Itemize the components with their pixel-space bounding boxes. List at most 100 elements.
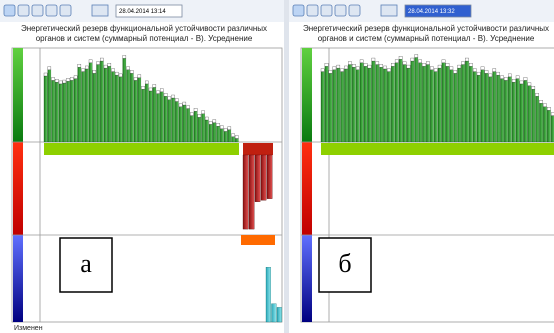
bar-cap <box>500 75 504 79</box>
divider <box>284 0 289 333</box>
bar-cap <box>100 57 104 62</box>
bar <box>320 71 325 143</box>
bar-cap <box>126 66 130 70</box>
bar-cap <box>355 66 360 70</box>
bar-cap <box>379 64 383 68</box>
bar-cap <box>523 77 528 81</box>
tool-button[interactable] <box>45 4 58 17</box>
bar-cap <box>137 74 142 78</box>
axis-red <box>13 142 23 235</box>
bar-cap <box>461 61 465 65</box>
bar-cap <box>418 59 422 63</box>
bar <box>193 111 198 143</box>
bar-cap <box>508 73 512 78</box>
bar <box>441 62 446 143</box>
bar-cap <box>227 126 232 130</box>
bar <box>141 89 145 143</box>
axis-green <box>13 48 23 142</box>
tool-button[interactable] <box>334 4 347 17</box>
tool-button[interactable] <box>348 4 361 17</box>
bar-cap <box>178 103 183 107</box>
axis-blue <box>13 235 23 322</box>
bar <box>496 74 500 143</box>
bar-cap <box>186 105 190 109</box>
bar <box>453 73 458 143</box>
bar <box>508 76 512 143</box>
chart-button[interactable] <box>91 4 109 17</box>
bar <box>201 113 205 143</box>
bar <box>122 58 127 143</box>
bar-cap <box>371 57 376 62</box>
bar-cap <box>66 78 70 82</box>
bar-cap <box>163 93 168 97</box>
bar-cap <box>496 71 500 76</box>
bar <box>426 64 430 143</box>
bar <box>216 126 220 143</box>
bar <box>62 82 67 143</box>
date-field[interactable] <box>404 4 472 18</box>
bar <box>254 154 261 202</box>
bar <box>55 82 59 143</box>
bar-cap <box>216 123 220 127</box>
bar-cap <box>190 112 194 116</box>
bar <box>410 60 415 143</box>
bar <box>492 71 497 143</box>
bar <box>422 66 426 143</box>
bar <box>118 76 123 143</box>
bar <box>465 60 469 143</box>
bar-cap <box>133 77 138 81</box>
bar-cap <box>394 59 399 63</box>
bar <box>375 64 380 143</box>
bar <box>197 117 202 143</box>
bar-cap <box>107 63 112 67</box>
bar-cap <box>363 63 368 67</box>
bar <box>70 80 74 143</box>
tool-button[interactable] <box>59 4 72 17</box>
bar-cap <box>387 68 391 72</box>
bar <box>88 62 93 143</box>
tool-button[interactable] <box>3 4 16 17</box>
bar <box>266 154 273 199</box>
bar <box>340 71 344 143</box>
panel-label: б <box>338 249 351 278</box>
bar <box>92 73 97 143</box>
bar-cap <box>547 107 551 111</box>
bar <box>190 115 194 143</box>
bar <box>379 67 383 143</box>
bar-cap <box>201 110 205 114</box>
tool-button[interactable] <box>292 4 305 17</box>
bar-cap <box>359 59 364 63</box>
bar-cap <box>437 64 442 69</box>
bar-cap <box>152 84 157 88</box>
bar-cap <box>453 70 458 74</box>
bar-cap <box>449 66 454 70</box>
bar-cap <box>130 70 134 74</box>
bar-cap <box>73 75 78 79</box>
axis-green <box>302 48 312 142</box>
bar <box>383 68 387 143</box>
bar <box>328 73 333 143</box>
bar <box>394 62 399 143</box>
bar-cap <box>480 66 485 70</box>
chart-button[interactable] <box>380 4 398 17</box>
bar-cap <box>472 68 477 72</box>
bar <box>371 60 376 143</box>
bar <box>100 60 104 143</box>
tool-button[interactable] <box>320 4 333 17</box>
date-field[interactable] <box>115 4 183 18</box>
tool-button[interactable] <box>17 4 30 17</box>
bar-cap <box>231 133 235 137</box>
bar <box>472 71 477 143</box>
tool-button[interactable] <box>306 4 319 17</box>
bar-cap <box>457 64 461 69</box>
bar-cap <box>320 68 325 72</box>
bar <box>445 66 450 143</box>
bar-cap <box>47 66 52 70</box>
bar-cap <box>488 73 493 78</box>
bar-cap <box>223 128 228 132</box>
bar <box>167 99 172 143</box>
bar-cap <box>160 88 164 92</box>
tool-button[interactable] <box>31 4 44 17</box>
panel-label-box <box>59 237 113 293</box>
bar <box>418 62 422 143</box>
